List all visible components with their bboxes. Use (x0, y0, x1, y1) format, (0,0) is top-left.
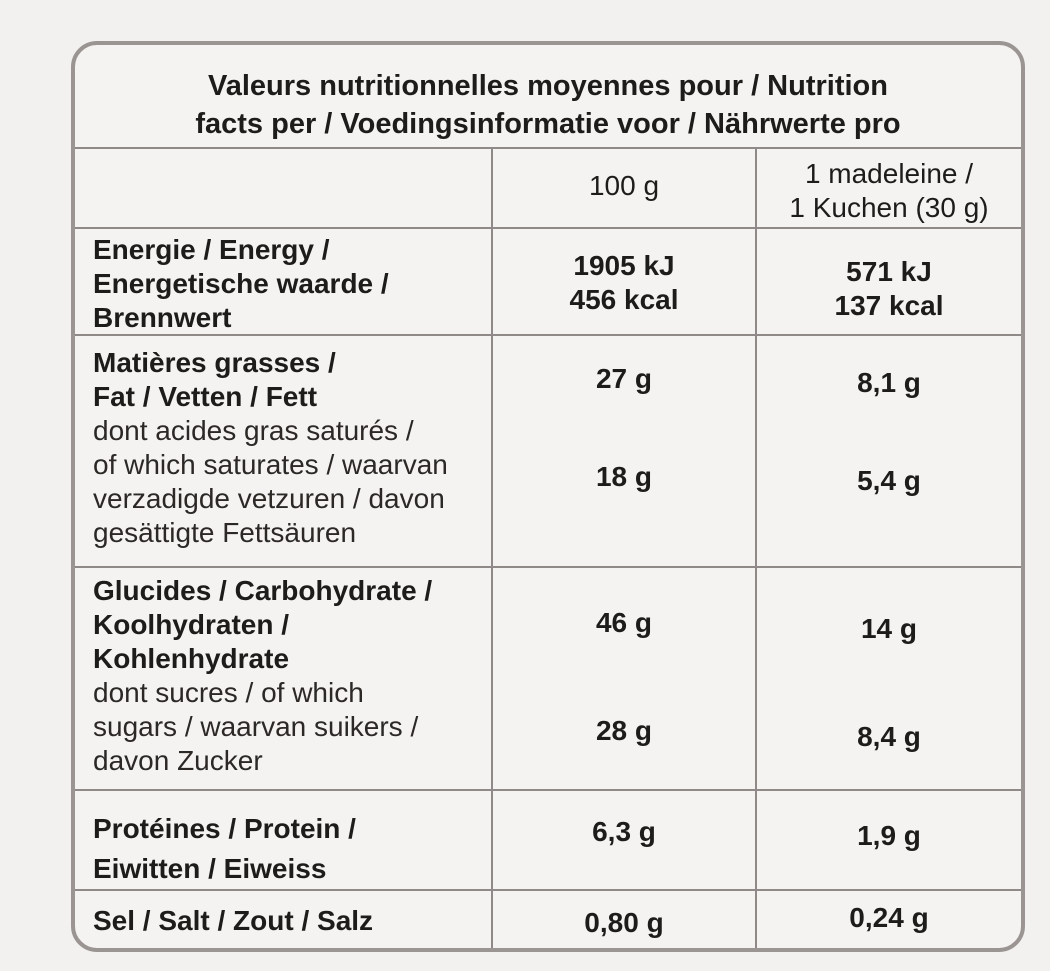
carbs-label: Glucides / Carbohydrate / Koolhydraten /… (75, 568, 493, 789)
protein-label-line: Protéines / Protein / (93, 813, 356, 844)
saturates-label-line: of which saturates / waarvan (93, 449, 448, 480)
sugars-value-100g: 28 g (595, 715, 653, 746)
table-row-protein: Protéines / Protein / Eiwitten / Eiweiss… (75, 791, 1021, 891)
energy-per-piece: 571 kJ 137 kcal (757, 229, 1021, 334)
carbs-label-line: Koolhydraten / (93, 609, 290, 640)
salt-label: Sel / Salt / Zout / Salz (75, 891, 493, 948)
col-per-piece-line-1: 1 madeleine / (804, 158, 974, 189)
protein-label-line: Eiwitten / Eiweiss (93, 853, 327, 884)
fat-value-piece: 8,1 g (857, 367, 921, 398)
sugars-value-piece: 8,4 g (857, 721, 921, 752)
carbs-per-100g: 46 g 28 g (493, 568, 757, 789)
table-row-fat: Matières grasses / Fat / Vetten / Fett d… (75, 336, 1021, 568)
table-header: Valeurs nutritionnelles moyennes pour / … (75, 45, 1021, 149)
fat-label-line: Fat / Vetten / Fett (93, 381, 318, 412)
empty-corner-cell (75, 149, 493, 227)
energy-kcal-piece: 137 kcal (834, 290, 944, 321)
salt-per-piece: 0,24 g (849, 902, 929, 933)
energy-label-line: Energetische waarde / (93, 268, 389, 299)
header-line-1: Valeurs nutritionnelles moyennes pour / … (208, 70, 888, 102)
fat-label: Matières grasses / Fat / Vetten / Fett d… (75, 336, 493, 566)
sugars-label-line: dont sucres / of which (93, 677, 364, 708)
table-row-energy: Energie / Energy / Energetische waarde /… (75, 229, 1021, 336)
energy-label: Energie / Energy / Energetische waarde /… (75, 229, 493, 334)
energy-label-line: Brennwert (93, 302, 232, 333)
protein-label: Protéines / Protein / Eiwitten / Eiweiss (75, 791, 493, 889)
carbs-value-piece: 14 g (860, 613, 918, 644)
table-row-salt: Sel / Salt / Zout / Salz 0,80 g 0,24 g (75, 891, 1021, 948)
energy-kj-100g: 1905 kJ (573, 250, 675, 281)
fat-per-100g: 27 g 18 g (493, 336, 757, 566)
energy-label-line: Energie / Energy / (93, 234, 330, 265)
fat-per-piece: 8,1 g 5,4 g (757, 336, 1021, 566)
carbs-per-piece: 14 g 8,4 g (757, 568, 1021, 789)
carbs-value-100g: 46 g (595, 607, 653, 638)
saturates-label-line: verzadigde vetzuren / davon (93, 483, 445, 514)
header-line-2: facts per / Voedingsinformatie voor / Nä… (195, 108, 901, 140)
saturates-label-line: gesättigte Fettsäuren (93, 517, 357, 548)
sugars-label-line: sugars / waarvan suikers / (93, 711, 419, 742)
protein-per-100g: 6,3 g (493, 791, 757, 889)
protein-per-piece: 1,9 g (857, 820, 921, 851)
col-per-piece-line-2: 1 Kuchen (30 g) (789, 192, 989, 223)
saturates-value-100g: 18 g (595, 461, 653, 492)
energy-kj-piece: 571 kJ (846, 256, 932, 287)
fat-label-line: Matières grasses / (93, 347, 336, 378)
saturates-value-piece: 5,4 g (857, 465, 921, 496)
carbs-label-line: Kohlenhydrate (93, 643, 290, 674)
saturates-label-line: dont acides gras saturés / (93, 415, 414, 446)
energy-kcal-100g: 456 kcal (569, 284, 679, 315)
sugars-label-line: davon Zucker (93, 745, 263, 776)
carbs-label-line: Glucides / Carbohydrate / (93, 575, 433, 606)
nutrition-table: Valeurs nutritionnelles moyennes pour / … (71, 41, 1025, 952)
energy-per-100g: 1905 kJ 456 kcal (493, 229, 757, 334)
col-per-100g: 100 g (493, 149, 757, 227)
salt-per-100g: 0,80 g (493, 891, 757, 948)
column-header-row: 100 g 1 madeleine / 1 Kuchen (30 g) (75, 149, 1021, 229)
fat-value-100g: 27 g (595, 363, 653, 394)
col-per-piece: 1 madeleine / 1 Kuchen (30 g) (757, 149, 1021, 227)
table-row-carbs: Glucides / Carbohydrate / Koolhydraten /… (75, 568, 1021, 791)
